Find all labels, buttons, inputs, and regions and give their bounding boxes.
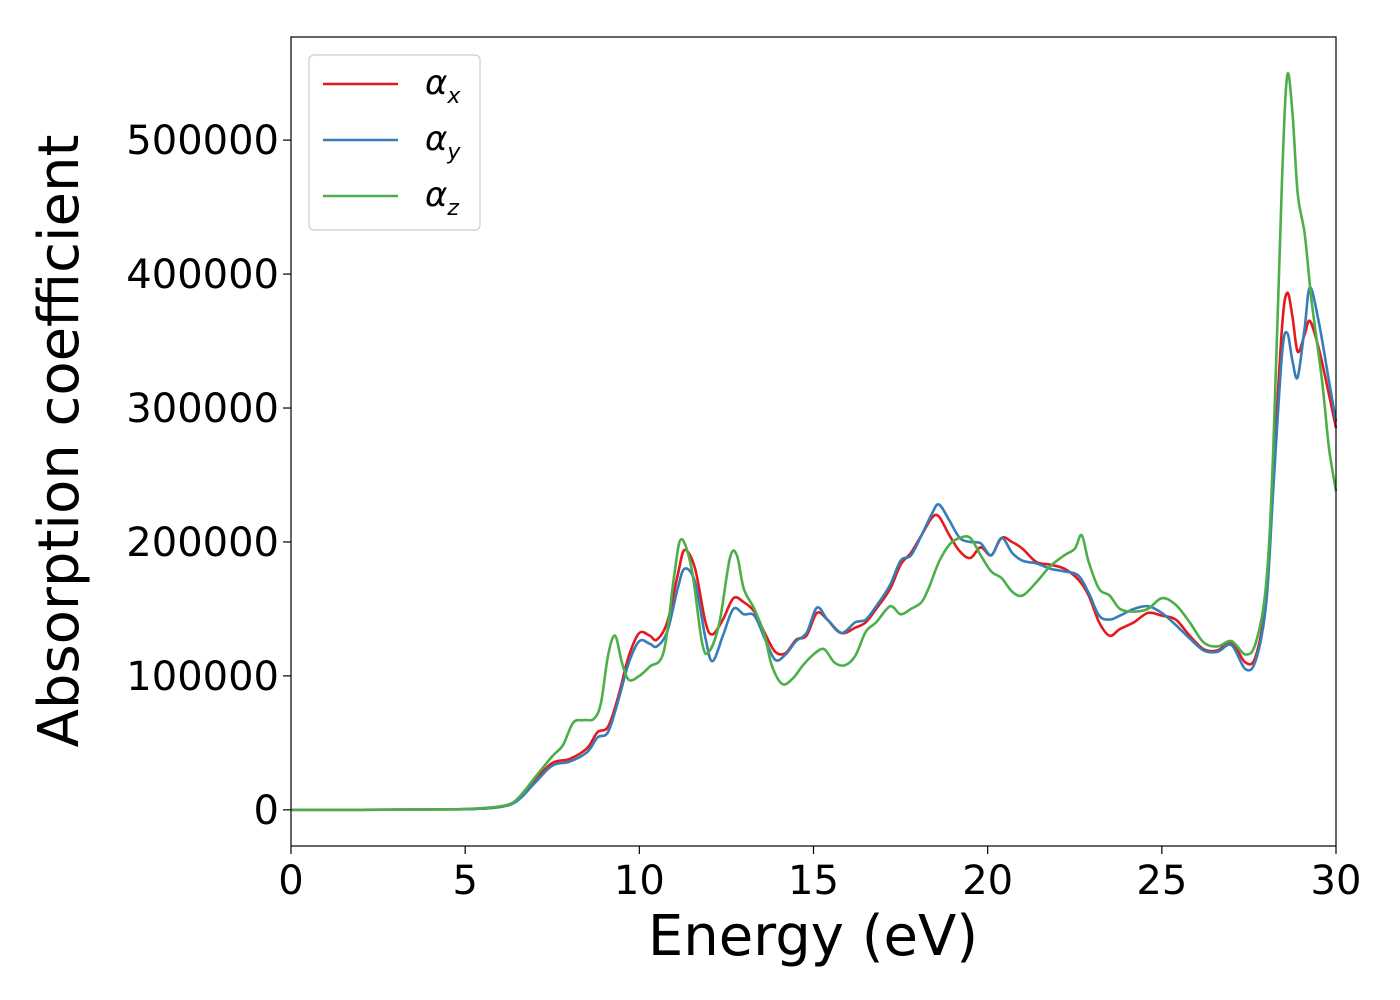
series-line-alpha-x xyxy=(290,291,1338,812)
x-tick-label: 30 xyxy=(1311,858,1362,904)
y-tick-label: 500000 xyxy=(126,118,279,164)
x-tick-label: 0 xyxy=(278,858,303,904)
y-tick-label: 400000 xyxy=(126,252,279,298)
y-tick-label: 300000 xyxy=(126,386,279,432)
x-tick-label: 5 xyxy=(452,858,477,904)
series-layer xyxy=(290,72,1338,812)
series-line-alpha-z xyxy=(290,72,1338,812)
y-tick-label: 200000 xyxy=(126,520,279,566)
y-tick-label: 0 xyxy=(254,788,279,834)
x-tick-label: 15 xyxy=(788,858,839,904)
x-axis-title: Energy (eV) xyxy=(648,904,978,969)
x-tick-label: 10 xyxy=(614,858,665,904)
x-tick-label: 25 xyxy=(1136,858,1187,904)
legend-box xyxy=(308,54,481,231)
y-axis-ticks: 0 100000 200000 300000 400000 500000 xyxy=(126,118,291,834)
y-tick-label: 100000 xyxy=(126,654,279,700)
y-axis-title: Absorption coefficient xyxy=(27,135,92,748)
x-axis-ticks: 0 5 10 15 20 25 30 xyxy=(278,846,1361,904)
series-line-alpha-y xyxy=(290,286,1338,812)
x-tick-label: 20 xyxy=(962,858,1013,904)
